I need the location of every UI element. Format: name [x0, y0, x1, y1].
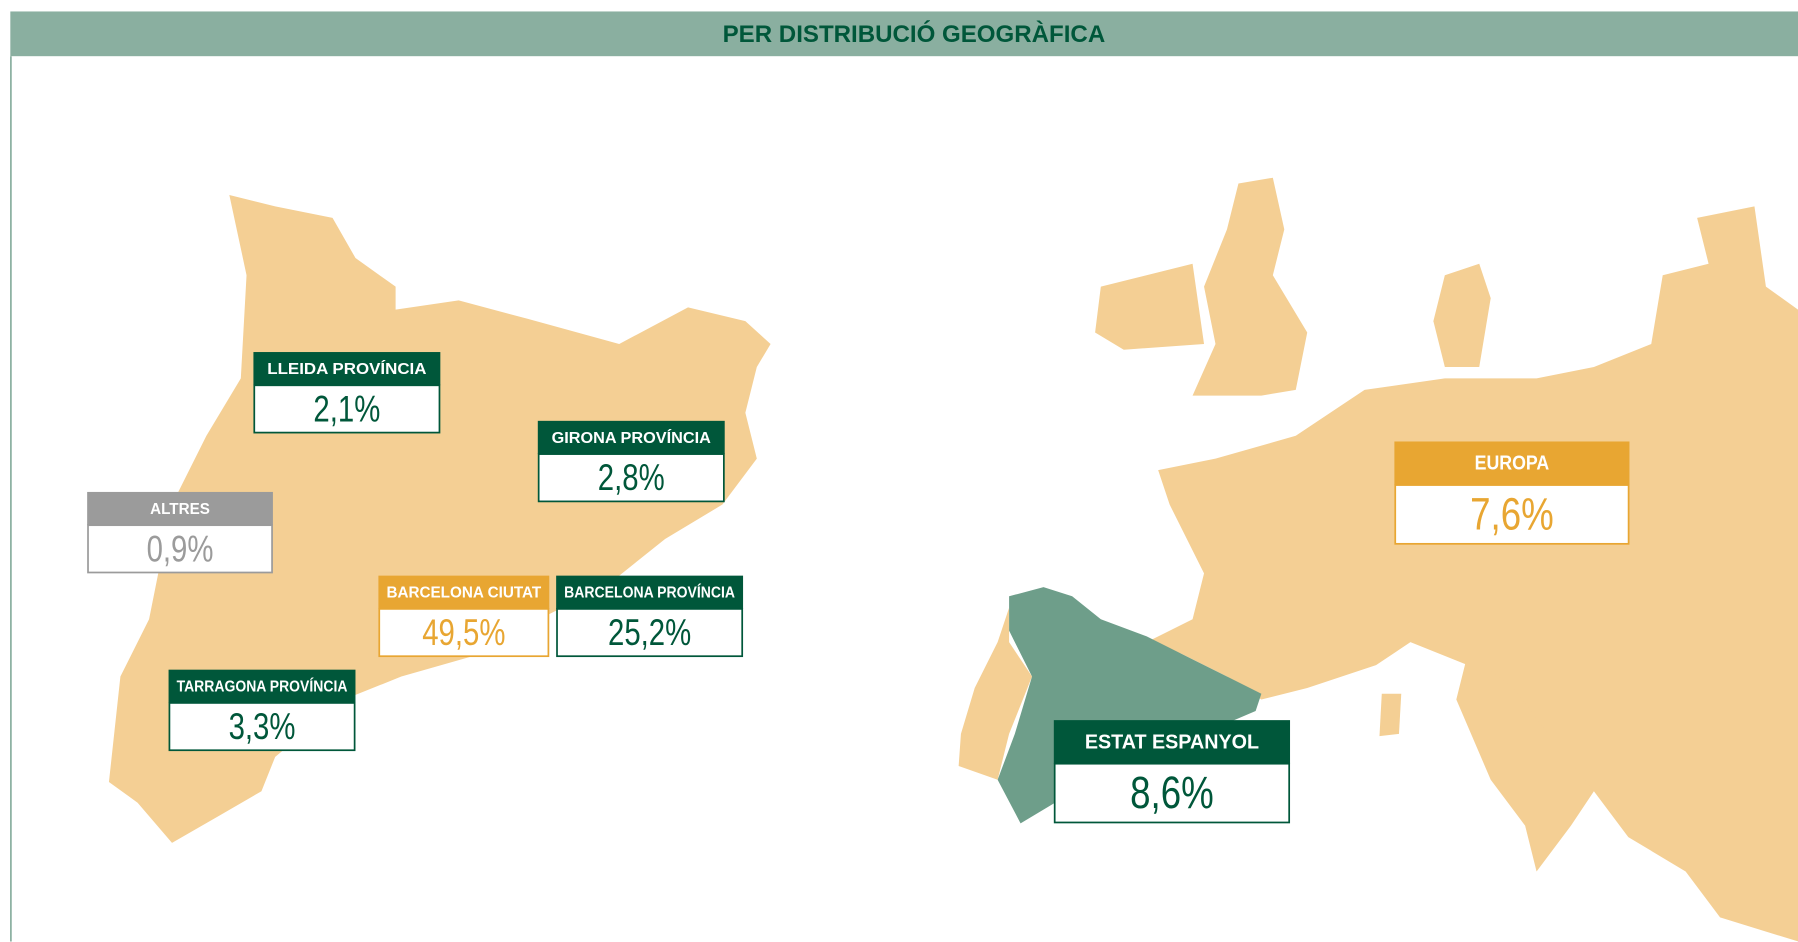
label-box: [1394, 484, 1630, 545]
header-bar: [10, 11, 1798, 57]
label-box: [378, 608, 550, 658]
region-value: 3,3%: [229, 707, 296, 748]
region-name: ALTRES: [150, 500, 210, 518]
region-name: EUROPA: [1475, 453, 1550, 475]
label-header: [87, 491, 273, 526]
label-box: [87, 524, 273, 574]
label-header: [1394, 441, 1630, 486]
label-header: [168, 669, 356, 703]
region-name: GIRONA PROVÍNCIA: [552, 428, 712, 447]
label-header: [253, 352, 441, 386]
label-header: [1053, 720, 1291, 764]
label-box: [1053, 762, 1291, 824]
region-value: 2,8%: [598, 458, 665, 499]
region-name: BARCELONA CIUTAT: [386, 584, 541, 602]
portugal-map: [958, 607, 1033, 780]
scandinavia-map: [1433, 263, 1491, 367]
label-header: [378, 575, 550, 609]
content: PER DISTRIBUCIÓ GEOGRÀFICA LLEIDA PROVÍN…: [10, 11, 1798, 942]
label-box: [253, 384, 441, 434]
region-value: 8,6%: [1130, 766, 1214, 818]
region-value: 2,1%: [313, 389, 380, 430]
europe-map: [1146, 206, 1798, 942]
region-value: 0,9%: [147, 529, 214, 570]
label-header: [556, 575, 744, 609]
region-name: BARCELONA PROVÍNCIA: [564, 583, 735, 602]
region-name: ESTAT ESPANYOL: [1085, 731, 1259, 753]
label-header: [537, 420, 725, 455]
region-name: LLEIDA PROVÍNCIA: [267, 359, 427, 378]
label-box: [537, 453, 725, 503]
region-name: TARRAGONA PROVÍNCIA: [177, 677, 348, 696]
region-value: 49,5%: [422, 613, 505, 654]
uk-map: [1192, 177, 1308, 396]
label-box: [168, 702, 356, 752]
ireland-map: [1095, 263, 1205, 350]
title: PER DISTRIBUCIÓ GEOGRÀFICA: [723, 20, 1106, 48]
region-value: 25,2%: [608, 613, 691, 654]
region-value: 7,6%: [1470, 487, 1554, 539]
label-box: [556, 608, 744, 658]
italy-map: [1456, 653, 1594, 872]
sardinia-map: [1379, 693, 1402, 737]
